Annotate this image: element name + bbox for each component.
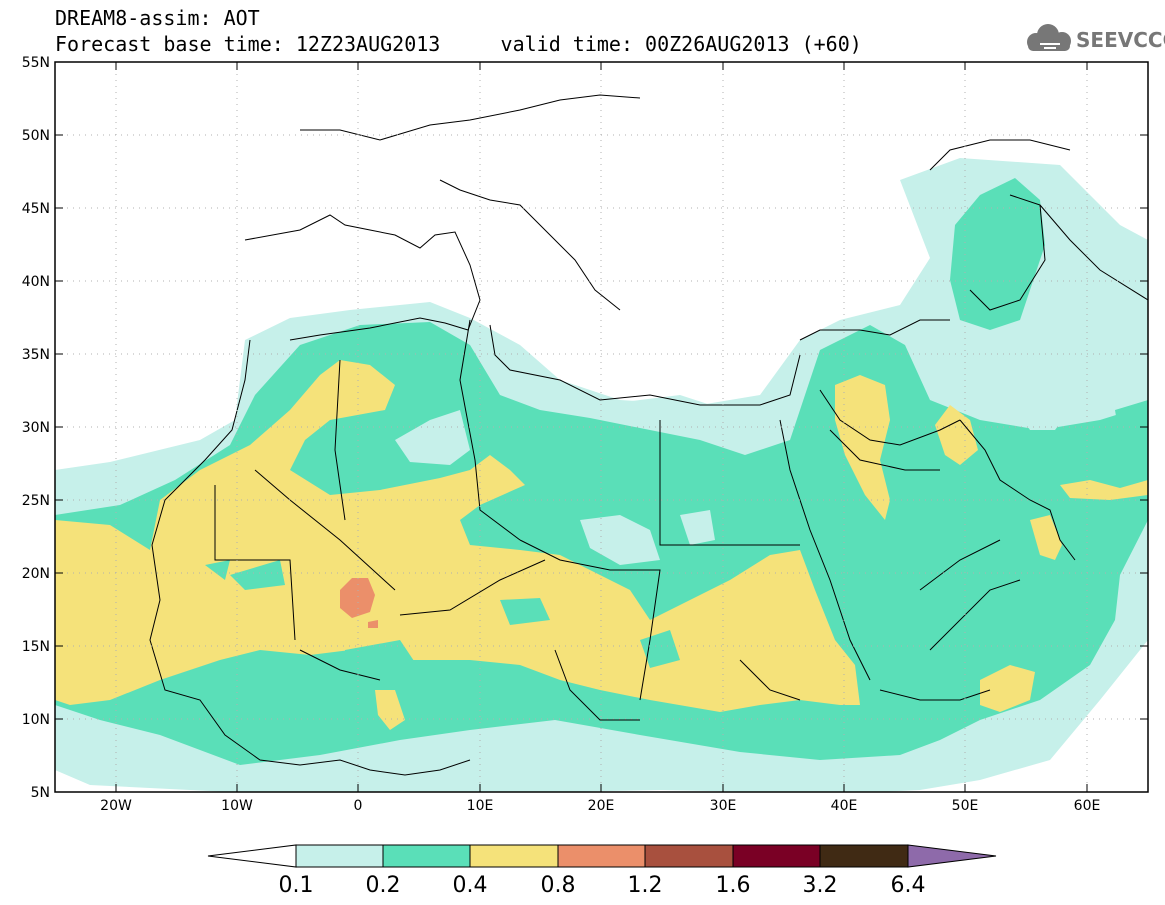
- lat-label: 5N: [31, 785, 50, 801]
- valid-time-value: 00Z26AUG2013 (+60): [645, 32, 862, 56]
- lon-label: 50E: [952, 798, 979, 814]
- colorbar-swatch: [469, 844, 559, 868]
- lon-label: 40E: [831, 798, 858, 814]
- lon-label: 30E: [710, 798, 737, 814]
- colorbar-swatch: [382, 844, 471, 868]
- colorbar-max-arrow: [907, 844, 997, 868]
- aot-level-0.8-region: [340, 578, 378, 628]
- coastline-borders: [149, 94, 1148, 776]
- lon-label: 20E: [588, 798, 615, 814]
- cloud-icon: [1027, 24, 1071, 51]
- lat-label: 55N: [22, 55, 50, 71]
- colorbar-label: 6.4: [891, 873, 926, 898]
- colorbar-label: 0.1: [279, 873, 314, 898]
- lon-label: 10W: [221, 798, 253, 814]
- colorbar-label: 0.4: [453, 873, 488, 898]
- lat-label: 35N: [22, 347, 50, 363]
- colorbar-swatch: [644, 844, 734, 868]
- lat-label: 30N: [22, 420, 50, 436]
- lat-label: 45N: [22, 201, 50, 217]
- map-title: DREAM8-assim: AOT: [55, 6, 260, 30]
- lat-label: 25N: [22, 493, 50, 509]
- lon-label: 0: [354, 798, 363, 814]
- lat-label: 15N: [22, 639, 50, 655]
- colorbar-legend: [207, 844, 997, 868]
- colorbar-label: 0.8: [541, 873, 576, 898]
- axis-ticks: [55, 61, 1148, 793]
- colorbar-swatch: [557, 844, 646, 868]
- colorbar-label: 0.2: [366, 873, 401, 898]
- logo-text: SEEVCCC: [1076, 28, 1165, 52]
- aot-mid-pockets: [205, 560, 680, 690]
- lat-label: 10N: [22, 712, 50, 728]
- lon-label: 60E: [1074, 798, 1101, 814]
- colorbar-label: 1.6: [716, 873, 751, 898]
- lat-lon-gridlines: [55, 62, 1148, 792]
- aot-lighter-pockets: [395, 372, 1095, 565]
- colorbar-swatch: [295, 844, 384, 868]
- base-time-label: Forecast base time:: [55, 32, 284, 56]
- colorbar-swatch: [819, 844, 909, 868]
- lon-label: 10E: [467, 798, 494, 814]
- valid-time-label: valid time:: [500, 32, 633, 56]
- colorbar-swatch: [732, 844, 821, 868]
- lat-label: 40N: [22, 274, 50, 290]
- colorbar-label: 3.2: [803, 873, 838, 898]
- forecast-times: Forecast base time: 12Z23AUG2013 valid t…: [55, 32, 862, 56]
- aot-level-0.4-region: [55, 360, 1148, 730]
- lat-label: 50N: [22, 128, 50, 144]
- colorbar-min-arrow: [207, 844, 297, 868]
- base-time-value: 12Z23AUG2013: [295, 32, 441, 56]
- lon-label: 20W: [100, 798, 132, 814]
- colorbar-label: 1.2: [628, 873, 663, 898]
- lat-label: 20N: [22, 566, 50, 582]
